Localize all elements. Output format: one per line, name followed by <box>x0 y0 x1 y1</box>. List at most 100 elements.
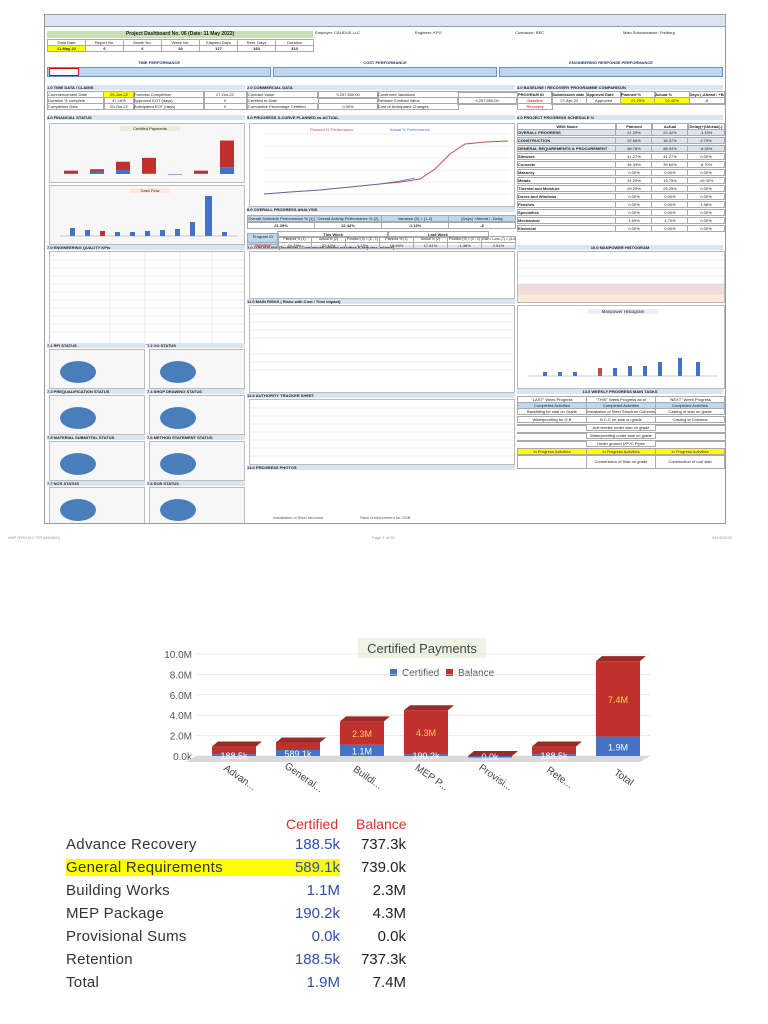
this-week-label: This Week <box>277 231 389 238</box>
shop-status-panel <box>149 395 245 435</box>
top-issues-table <box>249 251 515 299</box>
schedule-cell: 88.94% <box>651 145 689 152</box>
data-label-certified: 1.1M <box>352 746 372 756</box>
bar-top <box>468 751 518 756</box>
schedule-cell: Thermal and Moisture <box>517 185 617 192</box>
schedule-cell: Electrical <box>517 225 617 232</box>
row-balance: 737.3k <box>360 836 406 853</box>
y-tick-label: 0.0k <box>173 752 193 763</box>
weekly-cell: Waterproofing for G.B <box>517 416 587 423</box>
row-label: Building Works <box>66 882 170 899</box>
mini-bar-balance <box>116 161 130 171</box>
row-label: General Requirements <box>66 859 263 876</box>
weekly-cell: Casting of slab on grade <box>655 408 725 415</box>
info-value: 6 <box>85 45 124 52</box>
performance-label: COST PERFORMANCE <box>363 60 407 65</box>
kpi-section-title: 7.6 METHOD STATEMENT STATUS <box>147 435 245 440</box>
info-value: 310 <box>275 45 314 52</box>
contractor-label: Contractor: BEC <box>515 30 545 35</box>
schedule-cell: 0.00% <box>615 193 653 200</box>
overall-header: (Days) +Ahead / -Delay <box>448 215 516 222</box>
baseline-value <box>688 103 725 105</box>
manpower-histogram: Manpower Histogram <box>517 305 725 389</box>
mini-cashflow-title: Cash Flow <box>130 188 170 193</box>
row-certified: 1.1M <box>306 882 340 899</box>
row-certified: 0.0k <box>311 928 340 945</box>
schedule-cell: 0.00% <box>687 153 725 160</box>
weekly-cell <box>517 440 587 442</box>
weekly-cell: Waterproofing under slab on grade <box>586 432 656 439</box>
comm-row-label: Cost of Anticipated Changes <box>377 103 459 110</box>
row-balance: 0.0k <box>377 928 406 945</box>
schedule-cell: 19.75% <box>651 177 689 184</box>
legend-certified: Certified <box>402 668 439 679</box>
schedule-cell: 4.70% <box>651 217 689 224</box>
weekly-cell <box>655 440 725 442</box>
baseline-value <box>619 103 656 105</box>
week-value: 22.42% <box>311 242 346 249</box>
schedule-cell: Specialties <box>517 209 617 216</box>
engineer-label: Engineer: KPG <box>415 30 442 35</box>
baseline-value <box>654 103 691 105</box>
bar-top <box>276 737 326 743</box>
preq-status-panel <box>49 395 145 435</box>
week-value: 2.51% <box>481 242 516 249</box>
data-label-balance: 7.4M <box>608 695 628 705</box>
schedule-cell: -6.26% <box>687 145 725 152</box>
preq-pie <box>60 407 96 429</box>
rfi-pie <box>60 361 96 383</box>
mini-bar-certified <box>194 173 208 174</box>
bar-certified <box>596 736 640 756</box>
schedule-cell: 0.00% <box>651 193 689 200</box>
x-tick-label: General... <box>282 761 324 795</box>
manpower-grid <box>518 259 724 302</box>
kpi-section-title: 7.1 RFI STATUS <box>47 343 145 348</box>
sor-status-panel <box>149 487 245 523</box>
kpi-section-title: 7.8 SOR STATUS <box>147 481 245 486</box>
row-certified: 1.9M <box>306 974 340 991</box>
schedule-cell: Metals <box>517 177 617 184</box>
weekly-cell <box>517 424 587 426</box>
footer-page: Page 1 of 20 <box>372 535 395 540</box>
footer-date: 04/05/2022 <box>712 535 733 540</box>
overall-value: 21.29% <box>247 222 315 229</box>
mini-cashflow-svg <box>60 196 238 237</box>
risks-table <box>249 305 515 393</box>
info-value: 11-May-22 <box>47 45 86 52</box>
table-row: Advance Recovery 188.5k 737.3k <box>60 836 420 858</box>
bar-balance <box>404 710 448 755</box>
week-value: Baseline <box>247 242 279 249</box>
schedule-cell: Mechanical <box>517 217 617 224</box>
table-row: Building Works 1.1M 2.3M <box>60 882 420 904</box>
overall-value: -8 <box>448 222 516 229</box>
table-row: MEP Package 190.2k 4.3M <box>60 905 420 927</box>
y-tick-label: 6.0M <box>170 691 192 702</box>
schedule-cell: OVERALL PROGRESS <box>517 129 617 136</box>
bar-certified <box>212 754 256 756</box>
performance-label: TIME PERFORMANCE <box>138 60 180 65</box>
scurve-legend-actual: Actual % Performance <box>390 127 430 132</box>
schedule-cell: 1.59% <box>615 217 653 224</box>
authority-table <box>249 399 515 465</box>
row-label: MEP Package <box>66 905 165 922</box>
schedule-cell: 29.25% <box>615 185 653 192</box>
info-value: 26 <box>161 45 200 52</box>
time-row-value: 25-Oct-22 <box>103 103 135 110</box>
bar-top <box>596 656 646 662</box>
chart-title: Certified Payments <box>367 641 477 656</box>
section-manpower: 10.0 MANPOWER HISTOGRAM <box>517 245 723 250</box>
shop-pie <box>160 407 196 429</box>
section-time: 1.0 TIME DATA / CLAIMS <box>47 85 245 90</box>
comm-row-label: Cumulative Percentage Certified <box>247 103 319 110</box>
row-certified: 188.5k <box>294 836 340 853</box>
mini-cashflow-chart: Cash Flow <box>49 185 245 245</box>
schedule-cell: Concrete <box>517 161 617 168</box>
bar-certified <box>468 756 512 758</box>
data-label-certified: 190.2k <box>412 751 440 761</box>
schedule-cell: 0.00% <box>687 169 725 176</box>
employer-label: Employer: CALIDUS LLC <box>315 30 360 35</box>
legend-swatch-certified <box>390 669 397 676</box>
overall-value: -1.13% <box>381 222 449 229</box>
section-schedule: 6.0 PROJECT PROGRESS SCHEDULE % <box>517 115 723 120</box>
weekly-cell <box>655 424 725 426</box>
